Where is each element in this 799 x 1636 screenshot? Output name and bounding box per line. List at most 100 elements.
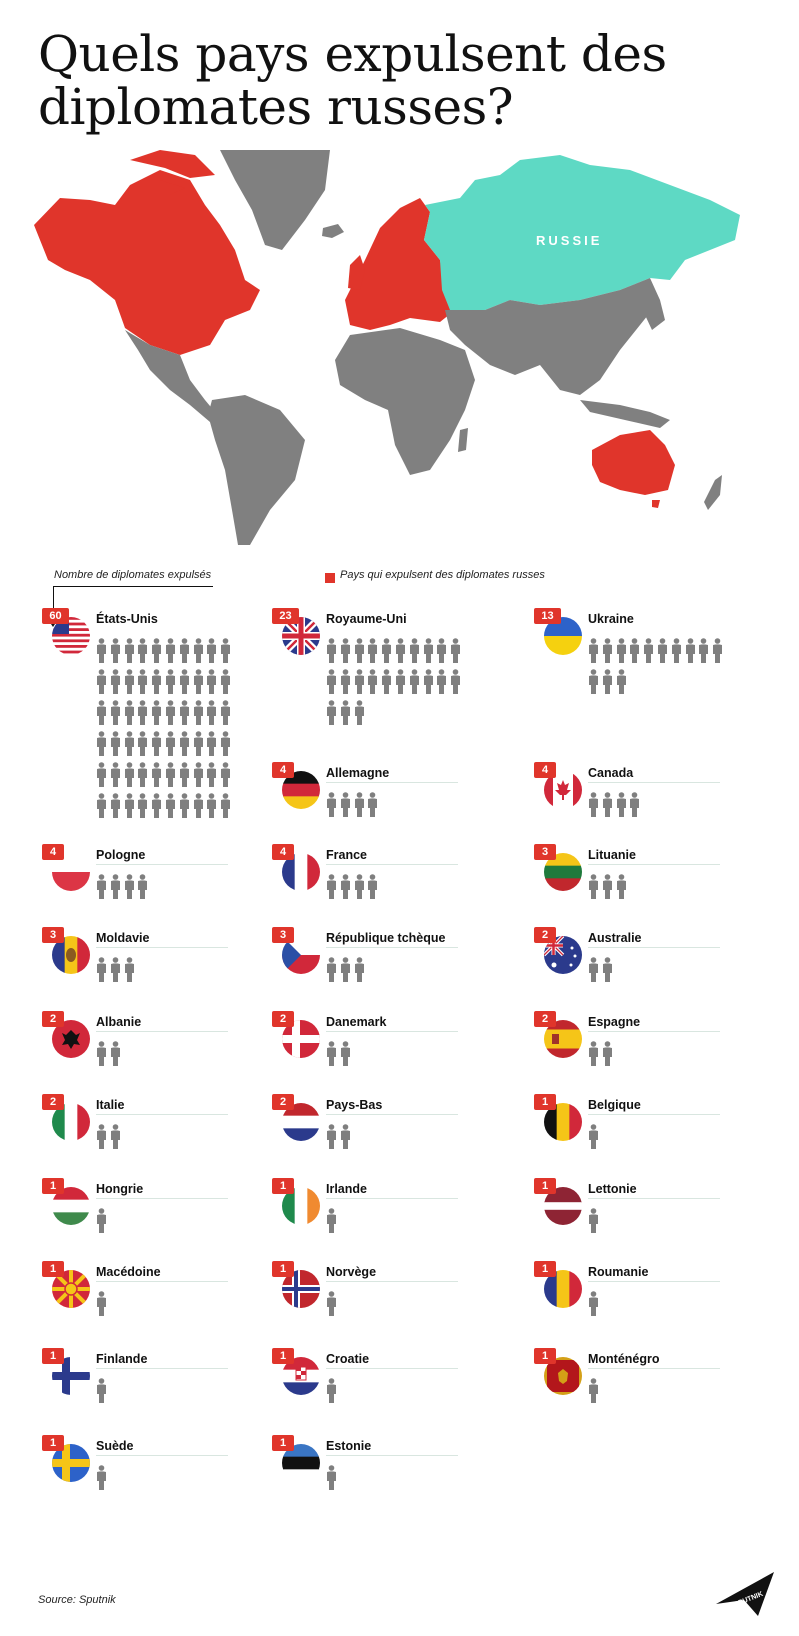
map-iceland [322, 224, 344, 238]
person-icon [602, 792, 613, 817]
people-icons [96, 1041, 246, 1072]
legend-red-swatch [325, 573, 335, 583]
map-new-zealand [704, 475, 722, 510]
country-name: Finlande [96, 1352, 148, 1366]
count-badge: 1 [534, 1094, 556, 1110]
map-japan [645, 295, 665, 330]
person-icon [588, 1208, 599, 1233]
country-divider [588, 1281, 720, 1282]
country-name: Irlande [326, 1182, 367, 1196]
flag-icon-es [544, 1020, 582, 1058]
legend-count-label: Nombre de diplomates expulsés [54, 569, 212, 581]
country-divider [326, 864, 458, 865]
person-icon [340, 700, 351, 725]
person-icon [151, 700, 162, 725]
count-badge: 1 [272, 1178, 294, 1194]
source-label: Source: Sputnik [38, 1594, 116, 1606]
country-name: Croatie [326, 1352, 370, 1366]
person-icon [354, 957, 365, 982]
map-madagascar [458, 428, 468, 452]
country-divider [96, 1455, 228, 1456]
count-badge: 3 [42, 927, 64, 943]
people-icons [326, 1378, 476, 1409]
country-name: Lituanie [588, 848, 636, 862]
person-icon [354, 669, 365, 694]
country-divider [588, 1368, 720, 1369]
country-name: États-Unis [96, 612, 158, 626]
flag-icon-fr [282, 853, 320, 891]
people-icons [96, 1208, 246, 1239]
page-title: Quels pays expulsent des diplomates russ… [38, 28, 778, 134]
person-icon [179, 669, 190, 694]
person-icon [326, 1124, 337, 1149]
people-icons [588, 1041, 738, 1072]
title-line-1: Quels pays expulsent des [38, 25, 667, 83]
person-icon [340, 792, 351, 817]
person-icon [137, 669, 148, 694]
map-south-america [208, 395, 305, 545]
people-icons [326, 1041, 476, 1072]
country-name: Belgique [588, 1098, 641, 1112]
people-icons [96, 1465, 246, 1496]
person-icon [96, 957, 107, 982]
person-icon [179, 762, 190, 787]
person-icon [124, 762, 135, 787]
people-icons [326, 1208, 476, 1239]
person-icon [193, 762, 204, 787]
country-divider [96, 1368, 228, 1369]
sputnik-logo: SPUTNIK [716, 1572, 774, 1616]
person-icon [110, 1041, 121, 1066]
person-icon [206, 731, 217, 756]
person-icon [151, 638, 162, 663]
country-name: Espagne [588, 1015, 641, 1029]
country-name: Macédoine [96, 1265, 161, 1279]
person-icon [165, 669, 176, 694]
country-divider [96, 1198, 228, 1199]
person-icon [137, 700, 148, 725]
people-icons [326, 1465, 476, 1496]
flag-icon-de [282, 771, 320, 809]
map-tasmania [652, 500, 660, 508]
russia-label: RUSSIE [536, 233, 602, 248]
country-divider [588, 947, 720, 948]
person-icon [96, 1291, 107, 1316]
count-badge: 60 [42, 608, 69, 624]
flag-icon-nl [282, 1103, 320, 1141]
country-divider [326, 1198, 458, 1199]
people-icons [588, 1378, 738, 1409]
person-icon [206, 793, 217, 818]
person-icon [588, 1291, 599, 1316]
flag-icon-ro [544, 1270, 582, 1308]
country-divider [326, 1031, 458, 1032]
person-icon [137, 762, 148, 787]
map-greenland [220, 150, 330, 250]
people-icons [588, 1124, 738, 1155]
count-badge: 4 [534, 762, 556, 778]
country-divider [96, 864, 228, 865]
country-name: France [326, 848, 367, 862]
person-icon [326, 669, 337, 694]
count-badge: 3 [534, 844, 556, 860]
country-divider [96, 1031, 228, 1032]
count-badge: 1 [42, 1348, 64, 1364]
person-icon [96, 1378, 107, 1403]
person-icon [193, 669, 204, 694]
people-icons [588, 792, 738, 823]
person-icon [367, 669, 378, 694]
country-name: Danemark [326, 1015, 387, 1029]
person-icon [179, 793, 190, 818]
people-icons [588, 874, 738, 905]
person-icon [110, 762, 121, 787]
person-icon [96, 731, 107, 756]
country-divider [588, 1198, 720, 1199]
flag-icon-it [52, 1103, 90, 1141]
country-divider [588, 782, 720, 783]
country-name: Ukraine [588, 612, 634, 626]
count-badge: 1 [272, 1435, 294, 1451]
flag-icon-cz [282, 936, 320, 974]
person-icon [340, 638, 351, 663]
person-icon [367, 638, 378, 663]
people-icons [96, 1378, 246, 1409]
person-icon [151, 731, 162, 756]
people-icons [96, 638, 246, 824]
